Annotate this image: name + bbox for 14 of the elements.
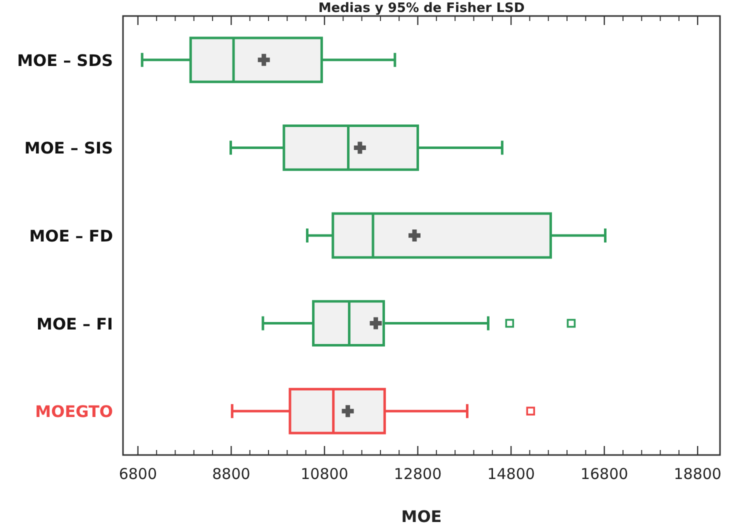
x-tick-label: 6800: [118, 465, 158, 483]
y-tick-label: MOE – SDS: [17, 50, 113, 70]
x-tick-label: 12800: [394, 465, 442, 483]
y-tick-label: MOE – FD: [29, 226, 113, 246]
x-tick-label: 14800: [487, 465, 535, 483]
y-tick-label: MOEGTO: [35, 402, 113, 422]
chart-title: Medias y 95% de Fisher LSD: [318, 1, 525, 16]
x-tick-label: 8800: [212, 465, 250, 483]
y-tick-label: MOE – FI: [36, 314, 113, 334]
x-tick-label: 16800: [580, 465, 628, 483]
y-tick-label: MOE – SIS: [24, 138, 113, 158]
x-tick-label: 18800: [674, 465, 722, 483]
x-tick-label: 10800: [300, 465, 348, 483]
x-axis-title: MOE: [401, 507, 442, 526]
